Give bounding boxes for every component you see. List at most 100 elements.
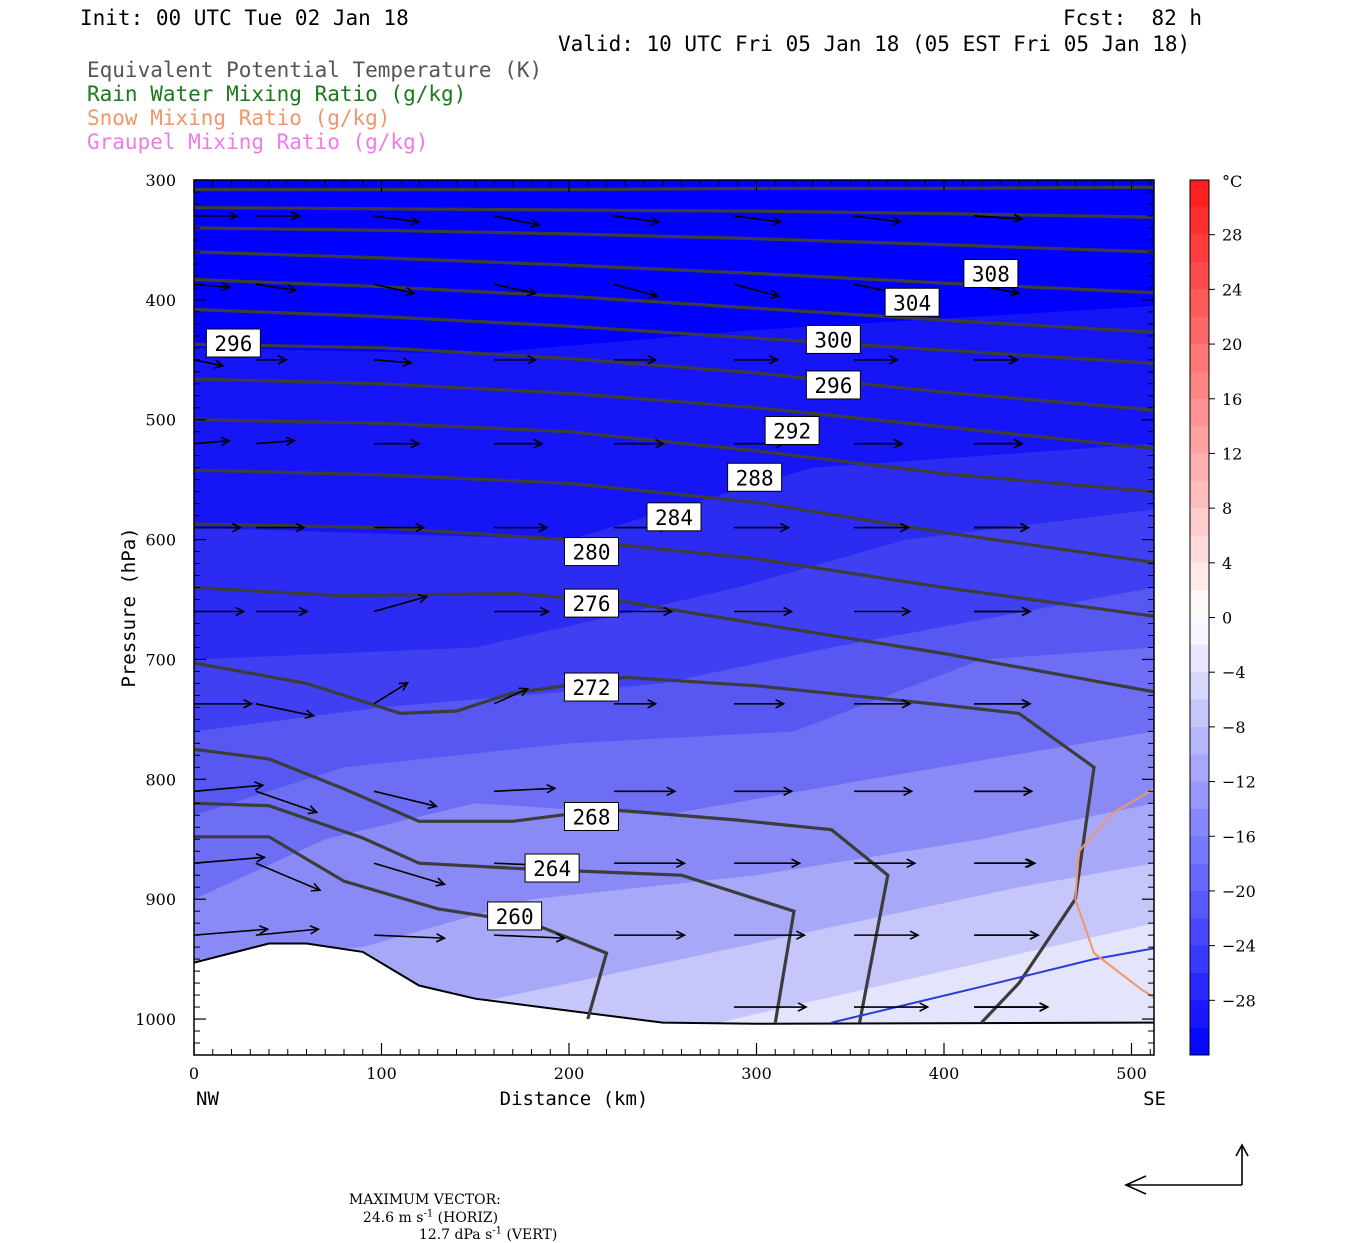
theta-e-label: 292	[764, 416, 820, 446]
theta-e-contour-256	[194, 801, 796, 1023]
horiz-exp: -1	[423, 1208, 434, 1219]
wind-vector-head	[1029, 930, 1040, 940]
theta-e-label: 264	[524, 853, 580, 883]
wind-vector-head	[647, 699, 658, 709]
theta-e-label-text: 292	[773, 420, 811, 444]
theta-e-label-text: 304	[893, 291, 931, 315]
wind-vector	[194, 281, 231, 292]
colorbar-segment	[1190, 863, 1209, 892]
wind-vector	[374, 522, 426, 533]
wind-vector-shaft	[373, 934, 445, 939]
colorbar-segment	[1190, 180, 1209, 208]
wind-vector-shaft	[194, 359, 223, 367]
wind-vector-head	[298, 606, 309, 617]
contour-labels: 3083043002962962922882842802762722682642…	[205, 258, 1019, 931]
wind-vector-head	[304, 709, 316, 719]
wind-vector-head	[771, 216, 783, 226]
wind-vector	[255, 606, 309, 617]
wind-vector	[373, 215, 421, 226]
plot-area	[194, 180, 1154, 1055]
valid-time: Valid: 10 UTC Fri 05 Jan 18 (05 EST Fri …	[558, 32, 1191, 56]
wind-vector	[493, 933, 567, 943]
theta-e-label-box	[487, 901, 543, 931]
wind-vector-head	[258, 924, 270, 935]
wind-vector-head	[220, 281, 231, 292]
wind-vector	[854, 930, 920, 940]
terrain-line	[194, 942, 1154, 1025]
wind-vector	[974, 699, 1032, 709]
wind-vector-shaft	[373, 358, 411, 364]
wind-vector	[494, 354, 538, 365]
wind-vector	[974, 858, 1037, 869]
wind-vector-head	[791, 858, 802, 869]
wind-vector	[614, 354, 658, 365]
wind-vector	[614, 438, 666, 449]
theta-e-contour-280	[194, 418, 1154, 494]
colorbar-tick-label: 4	[1222, 554, 1232, 573]
wind-vector-head	[901, 699, 912, 709]
theta-e-label-box	[564, 588, 619, 618]
wind-vector-head	[518, 687, 530, 697]
wind-vector-head	[1039, 1002, 1050, 1012]
wind-vector	[493, 283, 538, 297]
wind-vector-shaft	[194, 928, 268, 936]
colorbar-segment	[1190, 781, 1209, 810]
wind-vector	[373, 790, 439, 810]
theta-e-label: 304	[884, 287, 940, 317]
wind-vector	[733, 215, 783, 226]
wind-vector-shaft	[373, 595, 428, 613]
wind-vector-shaft	[255, 790, 317, 814]
wind-vector	[194, 359, 225, 369]
wind-vector	[734, 858, 802, 869]
theta-e-contour-304	[194, 206, 1154, 219]
wind-vector	[194, 853, 267, 865]
wind-vector	[613, 215, 661, 226]
wind-vector-shaft	[613, 215, 659, 223]
colorbar-tick-label: −28	[1222, 991, 1256, 1010]
wind-vector	[194, 699, 254, 709]
x-tick-label: 200	[554, 1064, 585, 1083]
wind-vector-shaft	[194, 856, 265, 865]
theta-e-label: 288	[727, 462, 783, 492]
wind-vector	[734, 786, 794, 797]
wind-vector-head	[526, 286, 538, 297]
wind-vector-head	[307, 805, 319, 815]
wind-vector-head	[903, 786, 914, 797]
theta-e-label-text: 268	[573, 805, 611, 829]
wind-vector	[373, 357, 413, 367]
colorbar-segment	[1190, 836, 1209, 865]
y-tick-label: 500	[145, 411, 176, 430]
wind-vector	[734, 930, 807, 940]
wind-vector	[373, 681, 410, 705]
y-tick-label: 700	[145, 650, 176, 669]
theta-e-label-box	[805, 324, 861, 354]
wind-vector-head	[648, 289, 659, 299]
wind-vector	[613, 283, 659, 299]
wind-vector-head	[405, 286, 416, 297]
theta-e-label-box	[564, 537, 619, 567]
legend-theta-e: Equivalent Potential Temperature (K)	[87, 58, 543, 82]
colorbar-tick-label: 0	[1222, 609, 1232, 628]
wind-vector-head	[655, 438, 666, 449]
colorbar-segment	[1190, 398, 1209, 427]
wind-vector-shaft	[493, 688, 528, 705]
wind-vector	[194, 211, 239, 221]
theta-e-label-box	[205, 328, 261, 358]
wind-vector	[974, 522, 1031, 533]
wind-vector-shaft	[493, 787, 555, 793]
wind-vector-head	[769, 289, 781, 299]
max-vector-caption: MAXIMUM VECTOR: 24.6 m s-1 (HORIZ) 12.7 …	[340, 1176, 557, 1243]
colorbar-segment	[1190, 316, 1209, 345]
theta-e-label-text: 260	[496, 905, 534, 929]
wind-vector-head	[1021, 699, 1032, 709]
wind-vector-head	[1008, 354, 1019, 365]
colorbar-segment	[1190, 535, 1209, 564]
wind-vector	[854, 438, 904, 449]
wind-vector	[493, 687, 530, 705]
wind-vector	[974, 438, 1024, 449]
wind-vector	[854, 699, 912, 709]
wind-vector-head	[290, 211, 301, 221]
wind-vector-head	[309, 925, 321, 935]
wind-vector-head	[647, 354, 658, 365]
theta-e-label: 260	[487, 901, 543, 931]
